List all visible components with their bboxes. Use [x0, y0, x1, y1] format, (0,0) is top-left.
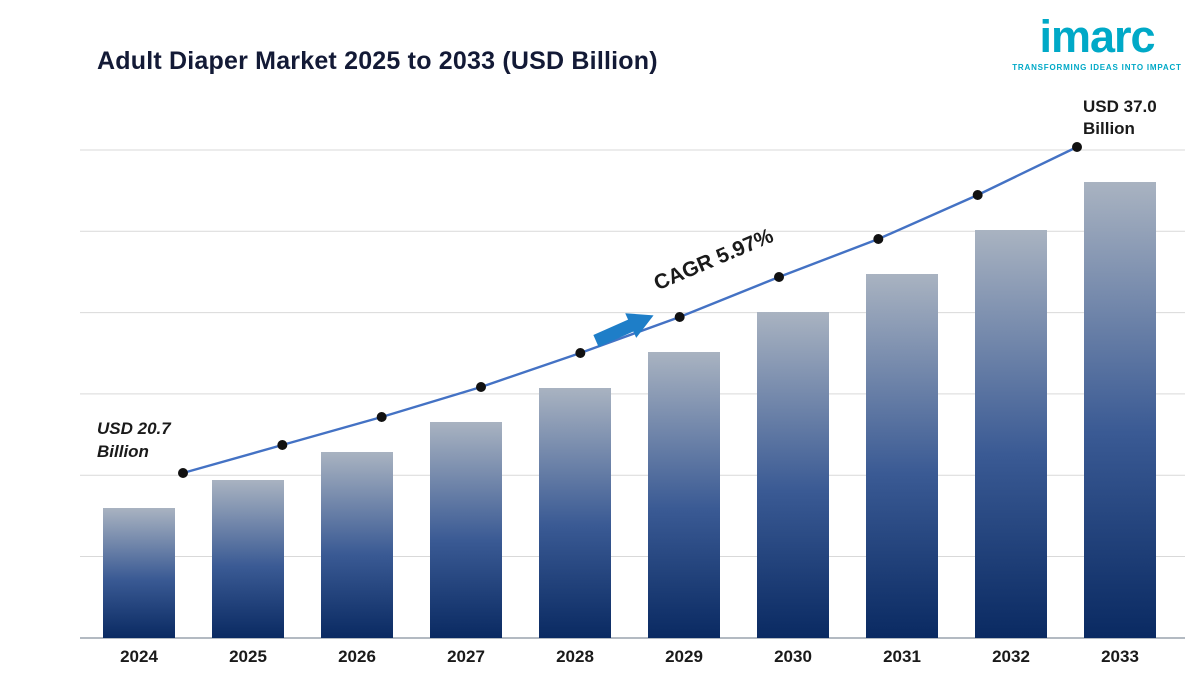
trend-point-2031	[873, 234, 884, 244]
trend-point-2025	[277, 440, 288, 450]
bar-2027	[430, 422, 502, 638]
cagr-arrow-icon	[593, 313, 654, 347]
bar-2032	[975, 230, 1047, 638]
trend-line-layer	[178, 142, 1082, 478]
end-value-line2: Billion	[1083, 119, 1135, 139]
bar-2026	[321, 452, 393, 638]
trend-point-2030	[774, 272, 784, 282]
trend-point-2029	[674, 312, 685, 322]
x-axis-labels-layer: 2024 2025 2026 2027 2028 2029 2030 2031 2032 2033	[120, 647, 1139, 666]
trend-point-2024	[178, 468, 188, 478]
x-axis-label-2029: 2029	[665, 647, 703, 666]
trend-point-2028	[575, 348, 586, 358]
chart-title: Adult Diaper Market 2025 to 2033 (USD Bi…	[97, 47, 658, 75]
bar-2031	[866, 274, 938, 638]
trend-point-2032	[972, 190, 983, 200]
trend-line	[182, 145, 1078, 475]
bar-2029	[648, 352, 720, 638]
x-axis-label-2026: 2026	[338, 647, 376, 666]
x-axis-label-2030: 2030	[774, 647, 812, 666]
bar-2028	[539, 388, 611, 638]
trend-point-2033	[1072, 142, 1082, 152]
trend-point-2026	[376, 412, 387, 422]
x-axis-label-2024: 2024	[120, 647, 158, 666]
trend-point-2027	[476, 382, 486, 392]
x-axis-label-2031: 2031	[883, 647, 921, 666]
bar-2024	[103, 508, 175, 638]
end-value-line1: USD 37.0	[1083, 97, 1157, 116]
x-axis-label-2033: 2033	[1101, 647, 1139, 666]
start-value-line2: Billion	[97, 441, 149, 461]
bar-2033	[1084, 182, 1156, 638]
x-axis-label-2028: 2028	[556, 647, 594, 666]
bar-2025	[212, 480, 284, 638]
bars-layer	[103, 182, 1156, 638]
x-axis-label-2032: 2032	[992, 647, 1030, 666]
start-value-line1: USD 20.7	[97, 419, 171, 438]
end-value-annotation: USD 37.0 Billion	[1083, 96, 1157, 140]
x-axis-label-2025: 2025	[229, 647, 267, 666]
start-value-annotation: USD 20.7 Billion	[97, 418, 171, 464]
imarc-logo-tagline: TRANSFORMING IDEAS INTO IMPACT	[1012, 63, 1182, 72]
imarc-logo-wordmark: imarc	[1039, 11, 1155, 62]
bar-2030	[757, 312, 829, 638]
x-axis-label-2027: 2027	[447, 647, 485, 666]
imarc-logo: imarc TRANSFORMING IDEAS INTO IMPACT	[1009, 14, 1185, 72]
